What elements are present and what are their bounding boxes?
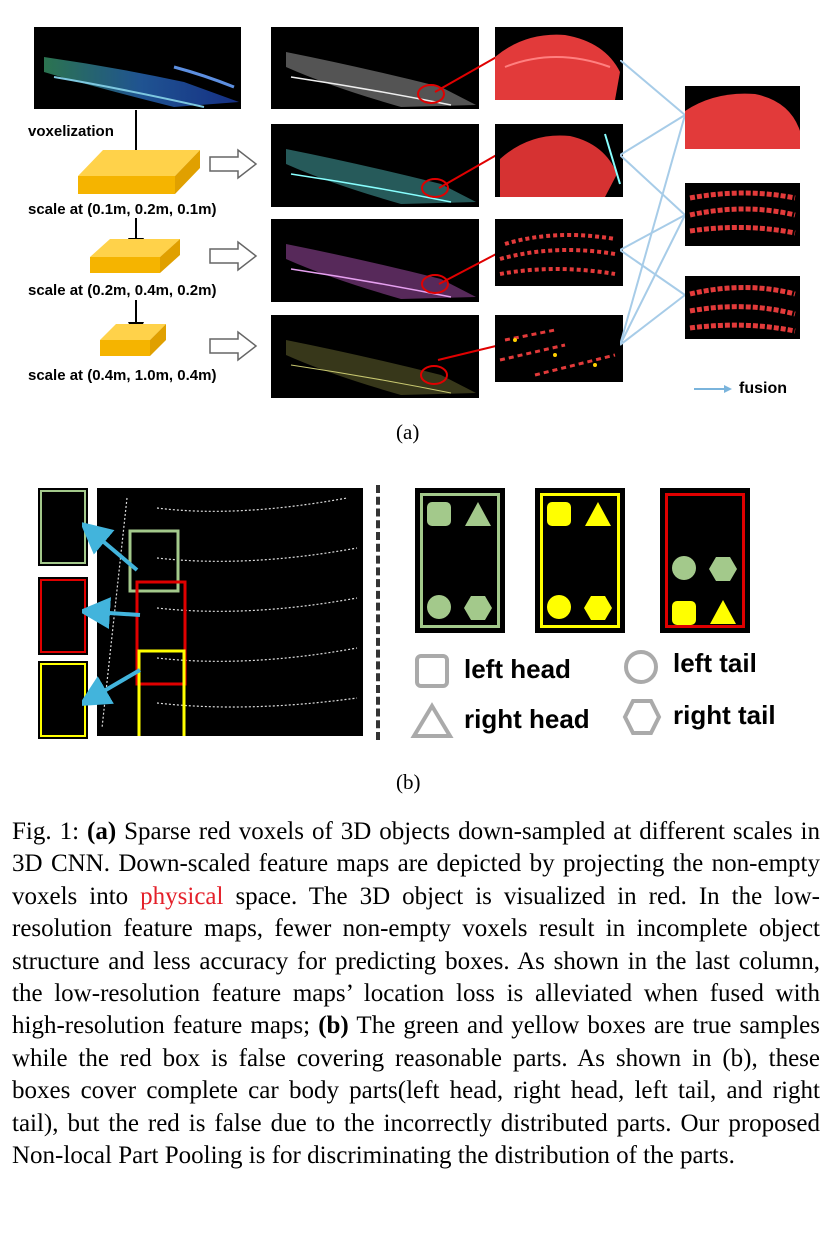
left-head-marker xyxy=(427,502,451,526)
parts-box-green xyxy=(415,488,505,633)
left-head-marker xyxy=(672,601,696,625)
zoom-crop-3 xyxy=(495,219,623,286)
voxel-slab-3 xyxy=(100,324,166,356)
right-tail-marker xyxy=(464,596,492,620)
parts-box-red xyxy=(660,488,750,633)
right-head-marker xyxy=(465,502,491,526)
scale-label-2: scale at (0.2m, 0.4m, 0.2m) xyxy=(28,282,217,299)
figure-caption: Fig. 1: (a) Sparse red voxels of 3D obje… xyxy=(12,816,820,1172)
subfigure-b-label: (b) xyxy=(396,770,421,794)
zoom-crop-4 xyxy=(495,315,623,382)
fusion-lines xyxy=(620,60,686,346)
square-icon xyxy=(415,654,449,688)
right-tail-marker xyxy=(584,596,612,620)
caption-text-2: space. The 3D object is visualized in re… xyxy=(12,882,820,1040)
hexagon-icon xyxy=(622,699,662,735)
zoom-crop-2 xyxy=(495,124,623,197)
caption-text-1: Sparse red voxels of 3D objects down-sam… xyxy=(12,818,821,910)
caption-fig-number: Fig. 1: xyxy=(12,818,80,845)
zoom-crop-1 xyxy=(495,27,623,100)
feature-map-olive xyxy=(271,315,479,398)
voxel-slab-2 xyxy=(90,239,180,273)
point-cloud-image xyxy=(44,57,239,108)
parts-box-yellow xyxy=(535,488,625,633)
fusion-arrow-icon xyxy=(694,385,732,393)
fusion-label: fusion xyxy=(739,380,787,397)
crop-arrows xyxy=(82,521,142,707)
crop-red xyxy=(38,577,88,655)
legend-left-head: left head xyxy=(464,654,571,684)
figure-b: left head left tail right head right tai… xyxy=(0,470,835,800)
left-tail-marker xyxy=(547,595,571,619)
bev-point-cloud xyxy=(97,488,363,736)
left-tail-marker xyxy=(427,595,451,619)
fused-output-2 xyxy=(685,183,800,246)
voxelization-label: voxelization xyxy=(28,123,114,140)
scale-label-3: scale at (0.4m, 1.0m, 0.4m) xyxy=(28,367,217,384)
left-tail-marker xyxy=(672,556,696,580)
feature-map-cyan xyxy=(271,124,479,207)
dashed-separator xyxy=(376,485,380,740)
caption-a-tag: (a) xyxy=(87,818,117,845)
subfigure-a-label: (a) xyxy=(396,420,420,444)
right-tail-marker xyxy=(709,557,737,581)
caption-highlight-word: physical xyxy=(140,882,224,910)
legend-left-tail: left tail xyxy=(673,648,757,678)
voxel-slab-1 xyxy=(78,150,200,194)
legend-right-tail: right tail xyxy=(673,700,776,730)
crop-green xyxy=(38,488,88,566)
fused-output-1 xyxy=(685,86,800,149)
zoom-connectors xyxy=(434,54,501,361)
caption-text-3: The green and yellow boxes are true samp… xyxy=(12,1012,820,1170)
hollow-arrow-2 xyxy=(209,240,258,272)
feature-map-white xyxy=(271,27,479,109)
caption-b-tag: (b) xyxy=(318,1012,349,1040)
triangle-icon xyxy=(410,702,454,738)
crop-yellow xyxy=(38,661,88,739)
hollow-arrow-3 xyxy=(209,330,258,362)
right-head-marker xyxy=(585,502,611,526)
legend-right-head: right head xyxy=(464,704,590,734)
input-point-cloud xyxy=(34,27,241,109)
left-head-marker xyxy=(547,502,571,526)
fused-output-3 xyxy=(685,276,800,339)
scale-label-1: scale at (0.1m, 0.2m, 0.1m) xyxy=(28,201,217,218)
right-head-marker xyxy=(710,600,736,624)
feature-map-magenta xyxy=(271,219,479,302)
hollow-arrow-1 xyxy=(209,148,258,180)
circle-icon xyxy=(624,650,658,684)
figure-a: voxelization scale at (0.1m, 0.2m, 0.1m)… xyxy=(0,0,835,450)
